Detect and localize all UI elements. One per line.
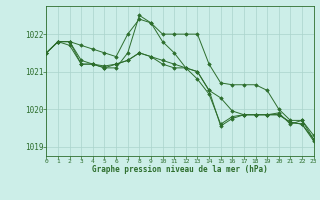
X-axis label: Graphe pression niveau de la mer (hPa): Graphe pression niveau de la mer (hPa) <box>92 165 268 174</box>
